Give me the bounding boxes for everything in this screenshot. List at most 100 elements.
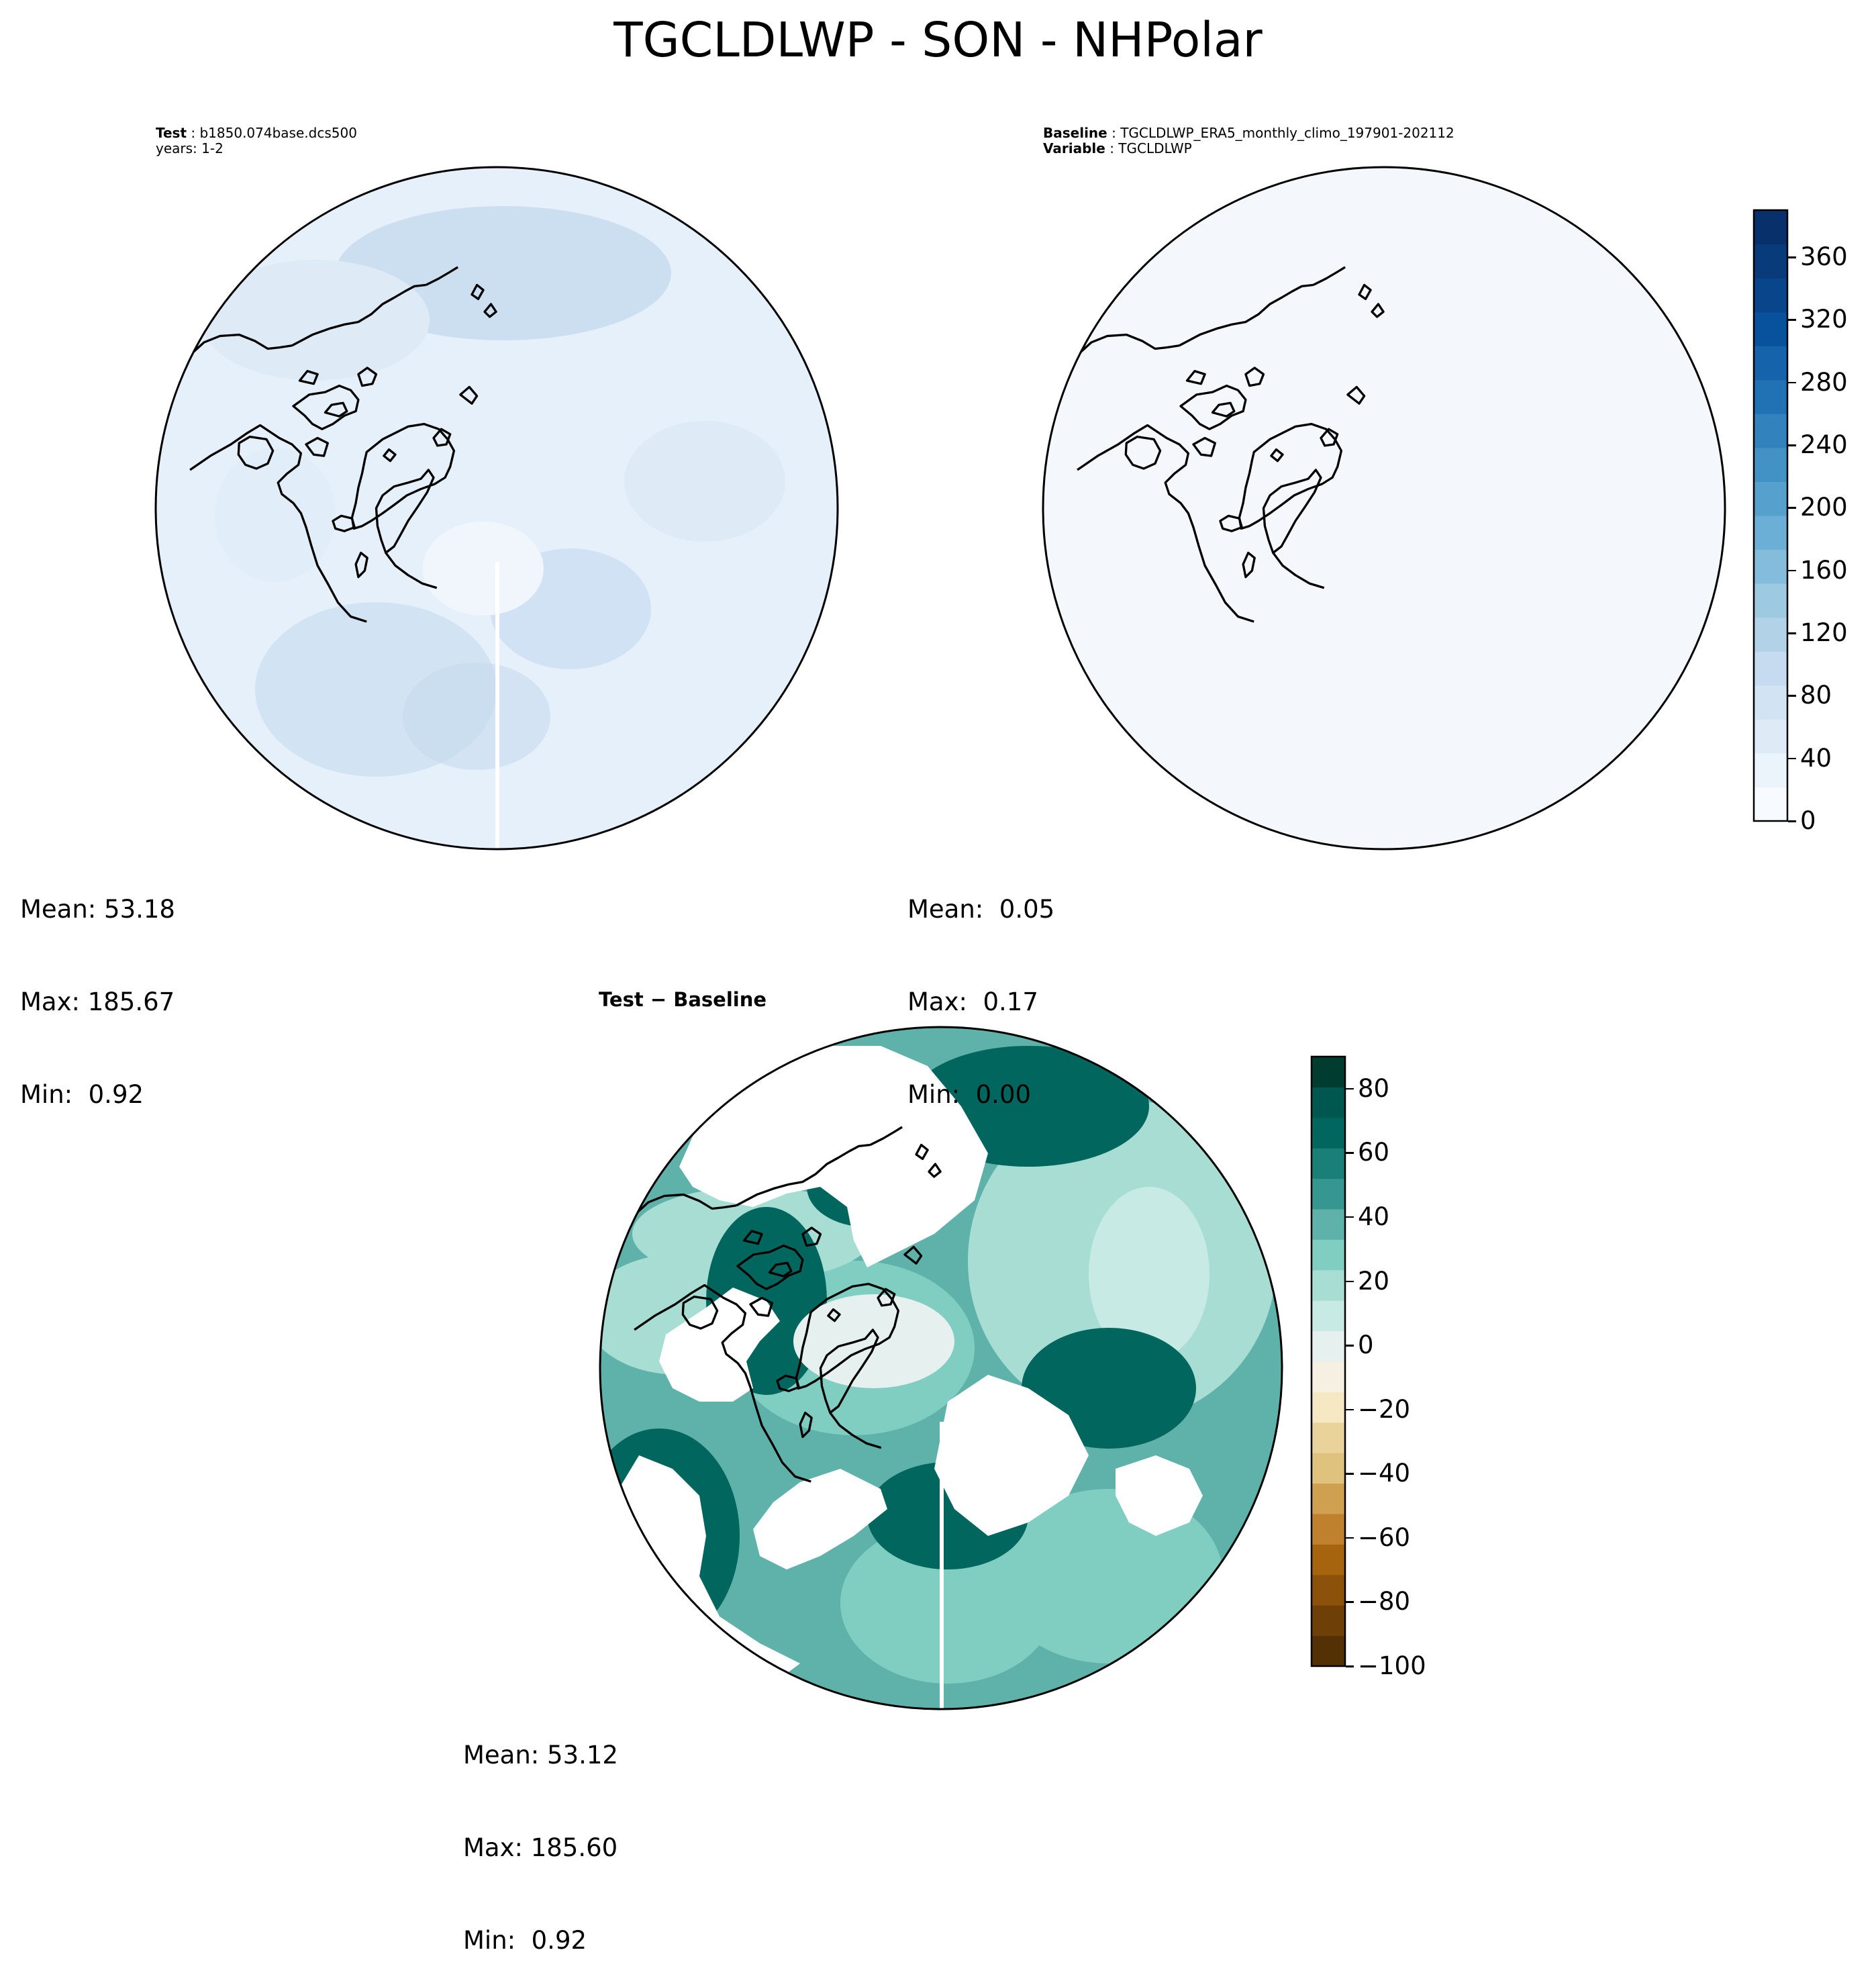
brbg-colorbar-tick-label: 80 <box>1358 1073 1390 1103</box>
baseline-label-key: Baseline <box>1043 125 1107 141</box>
test-stats: Mean: 53.18 Max: 185.67 Min: 0.92 <box>20 832 175 1141</box>
blues-colorbar-tick-label: 160 <box>1800 555 1848 585</box>
blues-colorbar-segment <box>1754 244 1787 279</box>
test-mean: Mean: 53.18 <box>20 895 175 924</box>
brbg-colorbar-segment <box>1312 1635 1345 1667</box>
diff-max: Max: 185.60 <box>463 1833 618 1862</box>
brbg-colorbar-tick-mark <box>1346 1665 1354 1667</box>
blues-colorbar-tick-mark <box>1788 381 1796 384</box>
baseline-stats: Mean: 0.05 Max: 0.17 Min: 0.00 <box>907 832 1054 1141</box>
diff-min: Min: 0.92 <box>463 1926 587 1955</box>
diff-stats: Mean: 53.12 Max: 185.60 Min: 0.92 <box>463 1678 618 1987</box>
baseline-variable-key: Variable <box>1043 140 1105 156</box>
brbg-colorbar-tick-mark <box>1346 1601 1354 1603</box>
blues-colorbar <box>1752 209 1789 822</box>
brbg-colorbar-tick-mark <box>1346 1408 1354 1411</box>
brbg-colorbar-segment <box>1312 1574 1345 1606</box>
brbg-colorbar-tick-label: −60 <box>1358 1522 1411 1552</box>
brbg-colorbar-segment <box>1312 1148 1345 1179</box>
brbg-colorbar-frame <box>1310 1055 1346 1667</box>
brbg-colorbar-tick-mark <box>1346 1537 1354 1539</box>
test-max: Max: 185.67 <box>20 987 175 1016</box>
blues-colorbar-segment <box>1754 651 1787 686</box>
brbg-colorbar-segment <box>1312 1453 1345 1484</box>
brbg-colorbar-tick-mark <box>1346 1152 1354 1154</box>
brbg-colorbar-tick-mark <box>1346 1280 1354 1283</box>
brbg-colorbar-segment <box>1312 1209 1345 1240</box>
blues-colorbar-segment <box>1754 719 1787 754</box>
brbg-colorbar-tick-label: −20 <box>1358 1394 1411 1424</box>
blues-colorbar-tick-label: 360 <box>1800 242 1848 271</box>
blues-colorbar-segment <box>1754 787 1787 822</box>
brbg-colorbar-tick-label: −100 <box>1358 1651 1426 1680</box>
brbg-colorbar-tick-mark <box>1346 1087 1354 1090</box>
blues-colorbar-tick-mark <box>1788 757 1796 760</box>
brbg-colorbar-segment <box>1312 1057 1345 1087</box>
blues-colorbar-tick-mark <box>1788 820 1796 822</box>
baseline-max: Max: 0.17 <box>907 987 1038 1016</box>
test-years: years: 1-2 <box>156 140 224 156</box>
brbg-colorbar-tick-label: 60 <box>1358 1138 1390 1167</box>
brbg-colorbar-segment <box>1312 1483 1345 1514</box>
baseline-variable-value: TGCLDLWP <box>1118 140 1192 156</box>
blues-colorbar-tick-label: 80 <box>1800 681 1832 710</box>
brbg-colorbar-tick-mark <box>1346 1345 1354 1347</box>
brbg-colorbar-tick-label: 40 <box>1358 1202 1390 1231</box>
blues-colorbar-tick-mark <box>1788 632 1796 634</box>
blues-colorbar-segment <box>1754 278 1787 313</box>
test-label-value: b1850.074base.dcs500 <box>199 125 357 141</box>
blues-colorbar-tick-mark <box>1788 569 1796 572</box>
blues-colorbar-frame <box>1752 209 1789 822</box>
brbg-colorbar-segment <box>1312 1330 1345 1362</box>
test-header: Test : b1850.074base.dcs500 years: 1-2 <box>156 125 357 156</box>
blues-colorbar-tick-mark <box>1788 695 1796 697</box>
brbg-colorbar-segment <box>1312 1392 1345 1423</box>
brbg-colorbar-tick-label: 20 <box>1358 1266 1390 1296</box>
baseline-label-value: TGCLDLWP_ERA5_monthly_climo_197901-20211… <box>1120 125 1454 141</box>
test-label-key: Test <box>156 125 187 141</box>
blues-colorbar-segments <box>1754 210 1787 822</box>
brbg-colorbar-segment <box>1312 1544 1345 1576</box>
diff-mean: Mean: 53.12 <box>463 1741 618 1770</box>
blues-colorbar-segment <box>1754 210 1787 245</box>
baseline-min: Min: 0.00 <box>907 1080 1032 1109</box>
baseline-header: Baseline : TGCLDLWP_ERA5_monthly_climo_1… <box>1043 125 1454 156</box>
blues-colorbar-segment <box>1754 414 1787 448</box>
brbg-colorbar <box>1310 1055 1346 1667</box>
brbg-colorbar-segment <box>1312 1269 1345 1301</box>
diff-title: Test − Baseline <box>599 988 767 1011</box>
brbg-colorbar-tick-label: −40 <box>1358 1459 1411 1488</box>
brbg-colorbar-segments <box>1312 1057 1345 1667</box>
blues-colorbar-segment <box>1754 481 1787 516</box>
figure-title: TGCLDLWP - SON - NHPolar <box>613 12 1263 68</box>
blues-colorbar-tick-label: 120 <box>1800 618 1848 647</box>
brbg-colorbar-segment <box>1312 1361 1345 1392</box>
blues-colorbar-segment <box>1754 583 1787 618</box>
brbg-colorbar-segment <box>1312 1300 1345 1332</box>
blues-colorbar-segment <box>1754 549 1787 584</box>
brbg-colorbar-tick-label: −80 <box>1358 1587 1411 1616</box>
brbg-colorbar-tick-mark <box>1346 1473 1354 1475</box>
blues-colorbar-tick-mark <box>1788 256 1796 258</box>
brbg-colorbar-segment <box>1312 1117 1345 1149</box>
brbg-colorbar-segment <box>1312 1239 1345 1271</box>
brbg-colorbar-segment <box>1312 1422 1345 1453</box>
blues-colorbar-tick-label: 200 <box>1800 493 1848 522</box>
test-map <box>154 166 839 851</box>
blues-colorbar-segment <box>1754 346 1787 381</box>
baseline-mean: Mean: 0.05 <box>907 895 1055 924</box>
brbg-colorbar-segment <box>1312 1514 1345 1545</box>
blues-colorbar-tick-label: 320 <box>1800 305 1848 334</box>
blues-colorbar-tick-mark <box>1788 507 1796 509</box>
blues-colorbar-segment <box>1754 685 1787 720</box>
blues-colorbar-segment <box>1754 311 1787 346</box>
brbg-colorbar-segment <box>1312 1178 1345 1210</box>
blues-colorbar-tick-label: 40 <box>1800 743 1832 773</box>
brbg-colorbar-tick-label: 0 <box>1358 1330 1374 1360</box>
blues-colorbar-tick-label: 240 <box>1800 430 1848 459</box>
brbg-colorbar-segment <box>1312 1605 1345 1637</box>
blues-colorbar-tick-mark <box>1788 444 1796 446</box>
blues-colorbar-segment <box>1754 447 1787 482</box>
diff-map <box>599 1026 1283 1710</box>
test-min: Min: 0.92 <box>20 1080 144 1109</box>
